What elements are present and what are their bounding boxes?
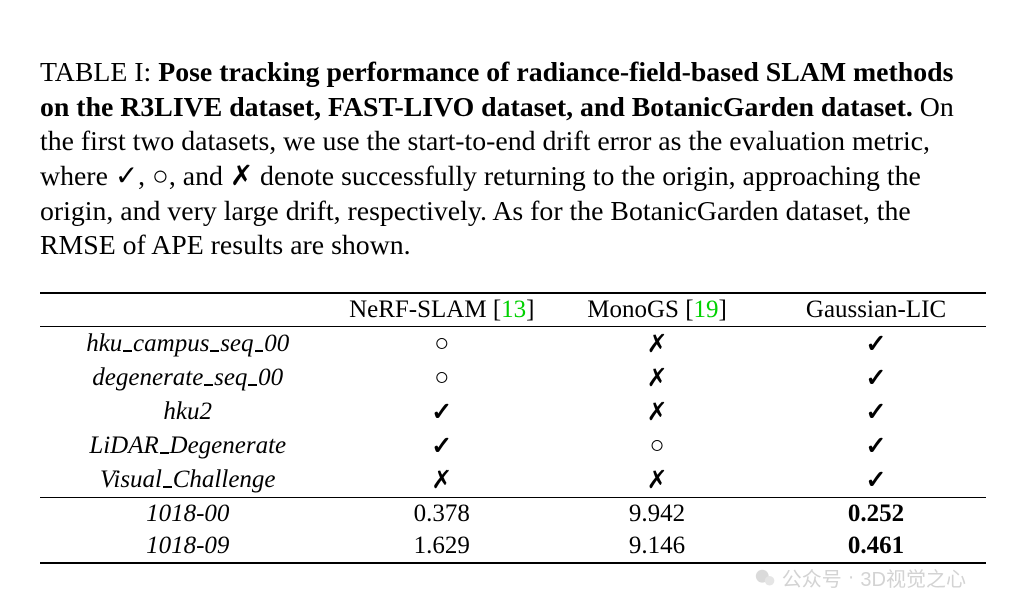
cell-value: ✓ bbox=[766, 429, 986, 463]
cell-value: ✓ bbox=[766, 361, 986, 395]
cell-value: ○ bbox=[548, 429, 766, 463]
caption-label: TABLE I: bbox=[40, 57, 158, 88]
cell-value: ✗ bbox=[548, 361, 766, 395]
cell-value: ✗ bbox=[548, 463, 766, 498]
table-head: NeRF-SLAM [13]MonoGS [19]Gaussian-LIC bbox=[40, 293, 986, 327]
table-caption: TABLE I: Pose tracking performance of ra… bbox=[40, 56, 986, 264]
col-header: NeRF-SLAM [13] bbox=[335, 293, 548, 327]
table-row: 1018-091.6299.1460.461 bbox=[40, 530, 986, 563]
table-row: hkucampusseq00○✗✓ bbox=[40, 327, 986, 362]
row-label: VisualChallenge bbox=[40, 463, 335, 498]
cell-value: 9.942 bbox=[548, 498, 766, 531]
cell-value: ○ bbox=[335, 361, 548, 395]
cell-value: ✓ bbox=[335, 395, 548, 429]
row-label: 1018-09 bbox=[40, 530, 335, 563]
table-row: LiDARDegenerate✓○✓ bbox=[40, 429, 986, 463]
caption-bold: Pose tracking performance of radiance-fi… bbox=[40, 57, 953, 123]
cell-value: ✓ bbox=[766, 327, 986, 362]
row-label: degenerateseq00 bbox=[40, 361, 335, 395]
table-row: 1018-000.3789.9420.252 bbox=[40, 498, 986, 531]
cell-value: ✗ bbox=[548, 395, 766, 429]
table-row: hku2✓✗✓ bbox=[40, 395, 986, 429]
col-header-rowhead bbox=[40, 293, 335, 327]
cell-value: 9.146 bbox=[548, 530, 766, 563]
cell-value: ✗ bbox=[335, 463, 548, 498]
table-row: VisualChallenge✗✗✓ bbox=[40, 463, 986, 498]
cell-value: ✓ bbox=[766, 463, 986, 498]
cell-value: 0.461 bbox=[766, 530, 986, 563]
row-label: hku2 bbox=[40, 395, 335, 429]
watermark-right: 3D视觉之心 bbox=[860, 563, 966, 592]
watermark-left: 公众号 bbox=[782, 563, 842, 592]
row-label: hkucampusseq00 bbox=[40, 327, 335, 362]
row-label: 1018-00 bbox=[40, 498, 335, 531]
table-body: hkucampusseq00○✗✓degenerateseq00○✗✓hku2✓… bbox=[40, 327, 986, 564]
cell-value: ✓ bbox=[335, 429, 548, 463]
cell-value: 0.252 bbox=[766, 498, 986, 531]
cell-value: 1.629 bbox=[335, 530, 548, 563]
wechat-icon bbox=[754, 567, 776, 589]
results-table: NeRF-SLAM [13]MonoGS [19]Gaussian-LIC hk… bbox=[40, 292, 986, 564]
cell-value: ✗ bbox=[548, 327, 766, 362]
cell-value: 0.378 bbox=[335, 498, 548, 531]
col-header: MonoGS [19] bbox=[548, 293, 766, 327]
cell-value: ○ bbox=[335, 327, 548, 362]
watermark-dot: · bbox=[848, 566, 855, 589]
row-label: LiDARDegenerate bbox=[40, 429, 335, 463]
table-row: degenerateseq00○✗✓ bbox=[40, 361, 986, 395]
cell-value: ✓ bbox=[766, 395, 986, 429]
col-header: Gaussian-LIC bbox=[766, 293, 986, 327]
watermark: 公众号 · 3D视觉之心 bbox=[754, 563, 966, 592]
